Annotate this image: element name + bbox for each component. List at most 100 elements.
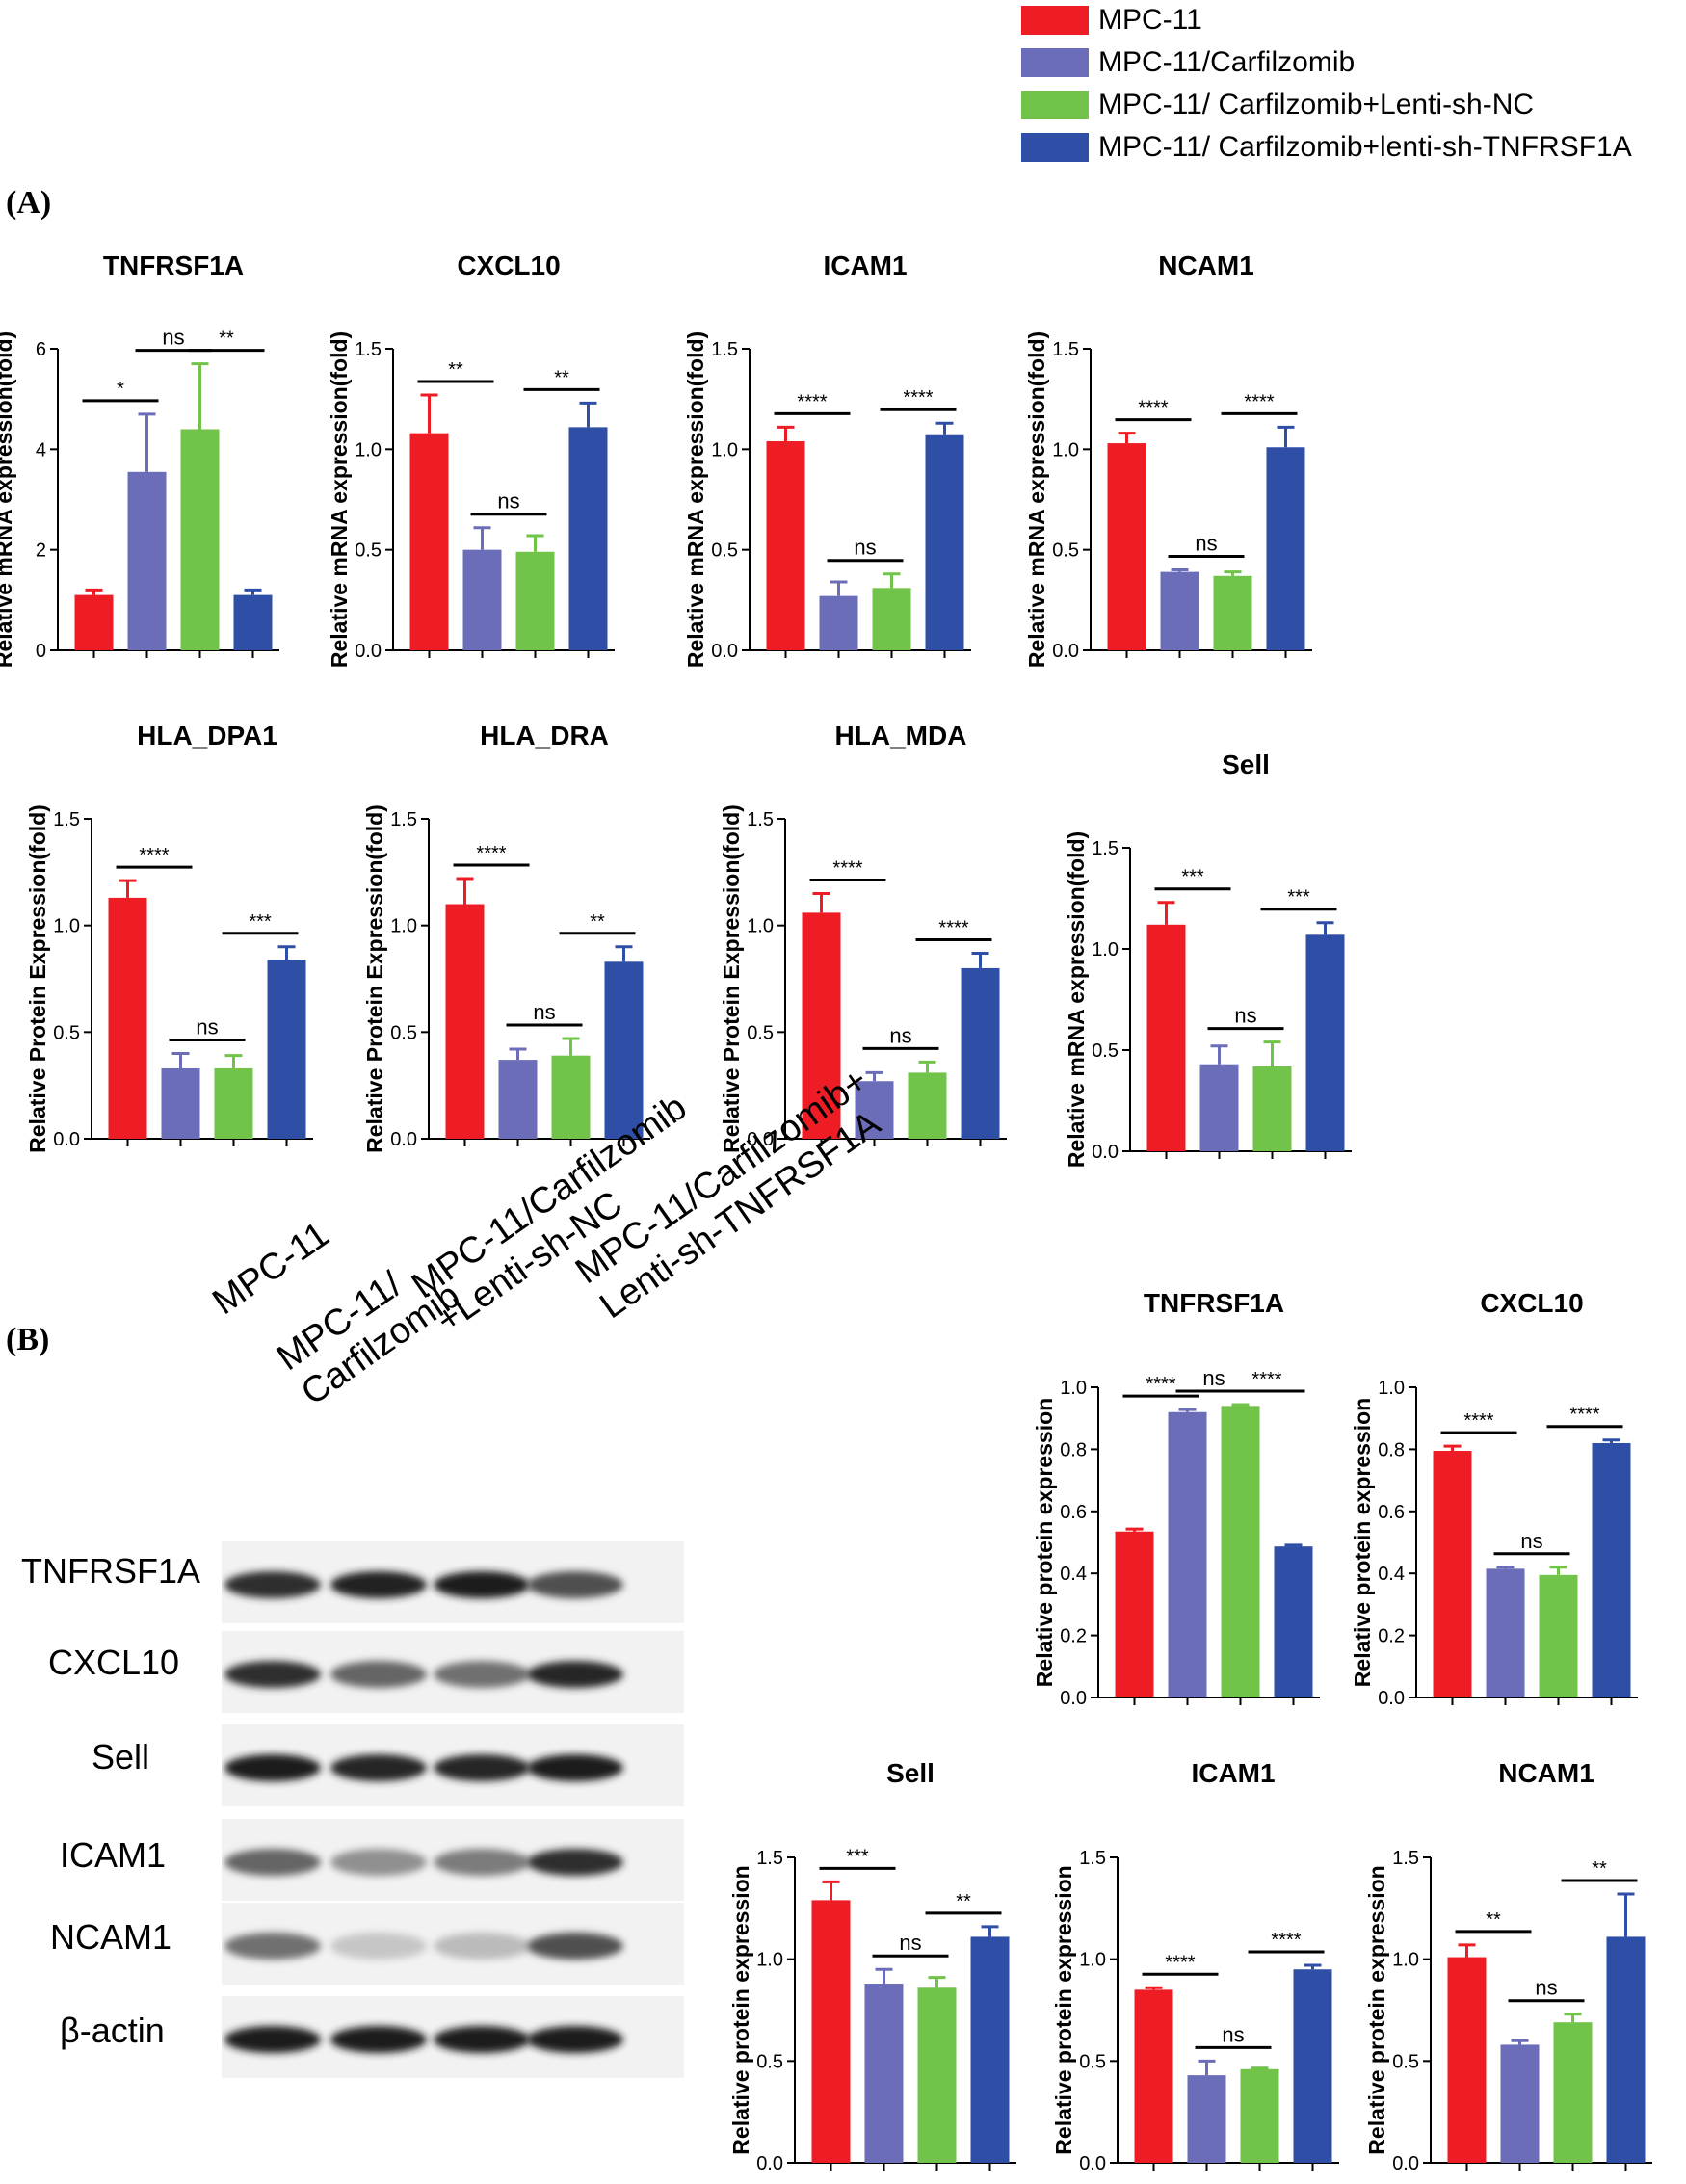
bar (1134, 1989, 1173, 2163)
blot-row-label-beta-actin: β-actin (60, 2011, 165, 2050)
blot-row-label-icam1: ICAM1 (60, 1835, 167, 1875)
chart-title: HLA_DRA (480, 721, 609, 750)
bar (214, 1067, 253, 1139)
blot-band (527, 2026, 623, 2053)
blot-row-label-tnfrsf1a: TNFRSF1A (21, 1551, 201, 1591)
chart-hla-dra: HLA_DRA Relative Protein Expression(fold)… (362, 721, 650, 1153)
significance-label: ns (196, 1014, 218, 1039)
bar (498, 1060, 538, 1139)
significance-label: ns (1520, 1529, 1542, 1553)
y-tick-label: 1.0 (390, 916, 417, 937)
bar (127, 471, 167, 650)
blot-band (224, 1571, 321, 1598)
y-tick-label: 1.5 (747, 809, 774, 830)
y-tick-label: 0.0 (1092, 1142, 1119, 1163)
y-tick-label: 0.5 (355, 540, 382, 562)
y-axis-label: Relative Protein Expression(fold) (25, 804, 50, 1153)
y-axis-label: Relative mRNA expression(fold) (1024, 331, 1049, 668)
significance-label: ** (219, 329, 234, 350)
significance-label: **** (832, 857, 862, 879)
blot-band (330, 1661, 427, 1688)
significance-label: ns (1222, 2022, 1244, 2046)
y-tick-label: 0.6 (1060, 1502, 1087, 1523)
bar (568, 427, 608, 650)
y-axis-label: Relative protein expression (1051, 1865, 1076, 2154)
significance-label: ** (590, 911, 605, 933)
significance-label: ns (1202, 1366, 1225, 1390)
chart-title: ICAM1 (823, 250, 907, 280)
blot-band (434, 1754, 530, 1781)
blot-band (224, 1661, 321, 1688)
y-tick-label: 1.5 (1079, 1848, 1106, 1869)
blot-band (434, 1571, 530, 1598)
y-tick-label: 0 (36, 641, 46, 662)
y-axis-label: Relative mRNA expression(fold) (327, 331, 352, 668)
significance-label: ns (1234, 1004, 1256, 1028)
y-tick-label: 0.0 (390, 1129, 417, 1150)
bar (908, 1072, 947, 1139)
y-tick-label: 0.0 (53, 1129, 80, 1150)
y-tick-label: 0.0 (355, 641, 382, 662)
y-tick-label: 0.5 (1052, 540, 1079, 562)
bar (1274, 1546, 1313, 1697)
bar (819, 595, 858, 650)
y-tick-label: 1.0 (1392, 1950, 1419, 1971)
bar (515, 551, 555, 650)
legend-label: MPC-11 (1098, 4, 1202, 36)
y-axis-label: Relative protein expression (1350, 1398, 1375, 1687)
y-tick-label: 0.2 (1378, 1626, 1405, 1647)
y-tick-label: 0.5 (390, 1022, 417, 1043)
y-axis-label: Relative protein expression (1364, 1865, 1389, 2154)
y-tick-label: 0.6 (1378, 1502, 1405, 1523)
bar (872, 588, 911, 650)
bar (1107, 443, 1146, 650)
bar (1539, 1574, 1578, 1697)
bar (74, 594, 114, 650)
bar (802, 912, 841, 1139)
bar (1146, 924, 1186, 1151)
bar (161, 1067, 200, 1139)
blot-row-label-cxcl10: CXCL10 (48, 1643, 180, 1682)
y-tick-label: 0.0 (756, 2153, 783, 2174)
blot-band (527, 1661, 623, 1688)
significance-label: ** (554, 367, 569, 388)
significance-label: **** (1271, 1930, 1301, 1951)
chart-cxcl10: CXCL10 Relative mRNA expression(fold) 0.0 0… (327, 250, 615, 668)
chart-title: Sell (886, 1758, 935, 1788)
y-tick-label: 0.0 (1378, 1688, 1405, 1709)
blot-image (222, 1541, 684, 2078)
bar (1447, 1957, 1487, 2163)
significance-label: *** (1287, 887, 1310, 908)
y-tick-label: 0.0 (747, 1129, 774, 1150)
y-tick-label: 1.5 (756, 1848, 783, 1869)
legend-item-mpc11: MPC-11 (1021, 0, 1686, 40)
bar (1187, 2075, 1226, 2163)
y-tick-label: 1.0 (53, 916, 80, 937)
chart-tnfrsf1a: TNFRSF1A Relative mRNA expression(fold) 0 2… (0, 250, 279, 668)
bar (1160, 571, 1199, 650)
bar (855, 1081, 894, 1139)
y-tick-label: 0.5 (1092, 1040, 1119, 1062)
legend-label: MPC-11/Carfilzomib (1098, 46, 1356, 78)
significance-label: **** (938, 917, 968, 938)
blot-band (434, 2026, 530, 2053)
significance-label: ** (448, 359, 463, 381)
bar (108, 897, 147, 1139)
bar (233, 594, 273, 650)
blot-band (434, 1933, 530, 1960)
y-tick-label: 0.2 (1060, 1626, 1087, 1647)
chart-title: NCAM1 (1498, 1758, 1594, 1788)
chart-title: HLA_MDA (835, 721, 967, 750)
legend-item-lenti-sh-tnfrsf1a: MPC-11/ Carfilzomib+lenti-sh-TNFRSF1A (1021, 127, 1686, 168)
y-axis-label: Relative Protein Expression(fold) (362, 804, 387, 1153)
chart-title: TNFRSF1A (1144, 1288, 1284, 1318)
blot-band (434, 1849, 530, 1876)
y-tick-label: 1.0 (1052, 439, 1079, 460)
y-tick-label: 1.5 (1052, 339, 1079, 360)
chart-title: CXCL10 (457, 250, 560, 280)
significance-label: ns (533, 1000, 555, 1024)
y-tick-label: 1.0 (711, 439, 738, 460)
